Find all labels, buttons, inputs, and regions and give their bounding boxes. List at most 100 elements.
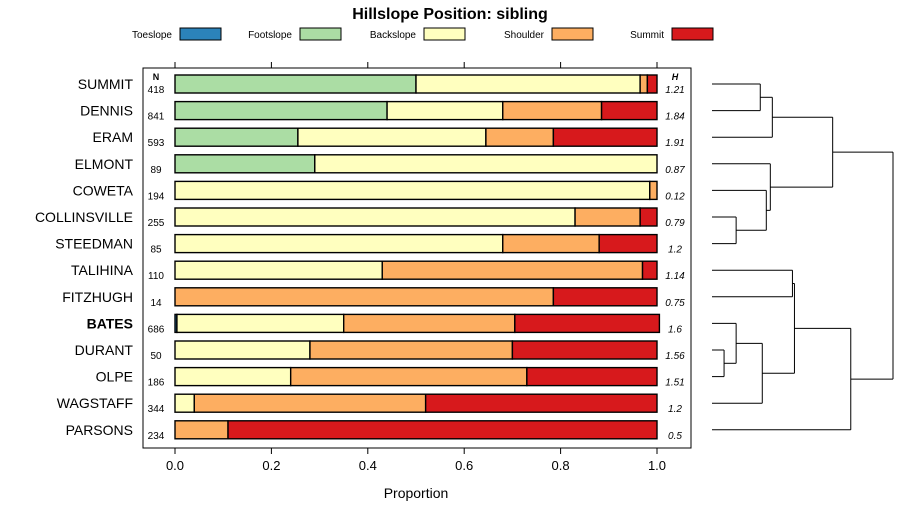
category-label: SUMMIT: [78, 76, 134, 92]
bar-segment-backslope: [174, 393, 195, 413]
legend-label-footslope: Footslope: [248, 30, 292, 41]
bar-segment-summit: [511, 340, 658, 360]
bar-segment-shoulder: [174, 287, 555, 307]
category-label: FITZHUGH: [62, 289, 133, 305]
n-label: 85: [150, 245, 162, 256]
category-label: ERAM: [93, 129, 133, 145]
legend-label-summit: Summit: [630, 30, 664, 41]
bar-segment-summit: [526, 366, 658, 387]
bar-segment-shoulder: [381, 260, 644, 280]
bar-segment-summit: [598, 233, 658, 254]
bar-segment-summit: [424, 393, 658, 413]
chart-title: Hillslope Position: sibling: [352, 6, 548, 23]
n-label: 255: [148, 218, 165, 229]
h-label: 1.14: [665, 271, 685, 282]
n-label: 194: [148, 191, 165, 202]
h-column-header: H: [672, 72, 679, 82]
stacked-bars: [174, 74, 661, 440]
category-label: STEEDMAN: [55, 236, 133, 252]
bar-segment-shoulder: [193, 393, 427, 413]
n-label: 50: [150, 351, 162, 362]
legend-swatch-summit: [671, 27, 714, 41]
category-label: BATES: [87, 315, 133, 331]
x-tick-label: 0.2: [262, 458, 280, 473]
category-label: ELMONT: [75, 156, 134, 172]
bar-segment-summit: [600, 100, 658, 121]
h-label: 1.51: [665, 378, 684, 389]
plot-frame: [142, 67, 692, 449]
bar-segment-summit: [641, 260, 658, 280]
n-label: 593: [148, 138, 165, 149]
bar-segment-shoulder: [574, 207, 641, 227]
category-label: WAGSTAFF: [57, 395, 133, 411]
bar-segment-shoulder: [485, 127, 555, 147]
n-column-header: N: [153, 72, 160, 82]
bar-segment-backslope: [386, 100, 504, 121]
x-axis: 0.0 0.2 0.4 0.6 0.8 1.0: [166, 62, 666, 473]
bar-segment-backslope: [314, 154, 658, 174]
n-label: 686: [148, 324, 165, 335]
legend-swatch-toeslope: [179, 27, 222, 41]
x-tick-label: 0.8: [552, 458, 570, 473]
bar-segment-backslope: [174, 340, 311, 360]
n-label: 344: [148, 404, 165, 415]
x-tick-label: 0.6: [455, 458, 473, 473]
bar-segment-shoulder: [502, 233, 600, 254]
h-label: 1.2: [668, 245, 682, 256]
bar-segment-backslope: [174, 233, 504, 254]
h-label: 1.84: [665, 112, 685, 123]
category-label: OLPE: [96, 369, 133, 385]
x-axis-label: Proportion: [384, 485, 449, 501]
legend: Toeslope Footslope Backslope Shoulder Summit: [132, 27, 714, 41]
legend-label-backslope: Backslope: [370, 30, 417, 41]
h-label: 1.56: [665, 351, 685, 362]
bar-segment-backslope: [174, 260, 383, 280]
bar-segment-shoulder: [289, 366, 528, 387]
bar-segment-footslope: [174, 154, 316, 174]
h-label: 1.21: [665, 85, 684, 96]
bar-segment-summit: [227, 420, 658, 440]
n-label: 14: [150, 298, 162, 309]
legend-swatch-backslope: [423, 27, 466, 41]
bar-segment-backslope: [297, 127, 487, 147]
n-labels: 418 841 593 89 194 255 85 110 14 686 50 186 344 234: [148, 85, 165, 442]
bar-segment-footslope: [174, 127, 299, 147]
n-label: 234: [148, 431, 165, 442]
bar-segment-shoulder: [502, 100, 603, 121]
bar-segment-summit: [552, 127, 658, 147]
h-label: 1.6: [668, 324, 682, 335]
h-labels: 1.21 1.84 1.91 0.87 0.12 0.79 1.2 1.14 0.75 1.6 1.…: [665, 85, 685, 442]
n-label: 841: [148, 112, 165, 123]
n-label: 110: [148, 271, 164, 282]
category-label: COLLINSVILLE: [35, 209, 133, 225]
h-label: 0.87: [665, 165, 685, 176]
h-label: 0.12: [665, 191, 685, 202]
x-tick-label: 0.4: [359, 458, 377, 473]
bar-segment-backslope: [174, 207, 576, 227]
legend-swatch-shoulder: [551, 27, 594, 41]
bar-segment-summit: [552, 287, 658, 307]
bar-segment-shoulder: [649, 180, 658, 201]
bar-segment-footslope: [174, 74, 417, 94]
bar-segment-summit: [639, 207, 658, 227]
n-label: 186: [148, 378, 165, 389]
n-label: 89: [150, 165, 162, 176]
x-tick-label: 0.0: [166, 458, 184, 473]
bar-segment-footslope: [174, 100, 388, 121]
category-label: PARSONS: [66, 422, 133, 438]
bar-segment-backslope: [415, 74, 641, 94]
bar-segment-shoulder: [174, 420, 229, 440]
bar-segment-shoulder: [639, 74, 649, 94]
bar-segment-summit: [514, 313, 661, 334]
h-label: 1.2: [668, 404, 682, 415]
x-tick-label: 1.0: [648, 458, 666, 473]
h-label: 0.75: [665, 298, 685, 309]
bar-segment-shoulder: [343, 313, 516, 334]
h-label: 0.5: [668, 431, 682, 442]
category-label: COWETA: [73, 182, 134, 198]
bar-segment-summit: [646, 74, 658, 94]
legend-swatch-footslope: [299, 27, 342, 41]
bar-segment-backslope: [174, 180, 651, 201]
category-labels: SUMMIT DENNIS ERAM ELMONT COWETA COLLINSVILLE…: [35, 76, 134, 438]
